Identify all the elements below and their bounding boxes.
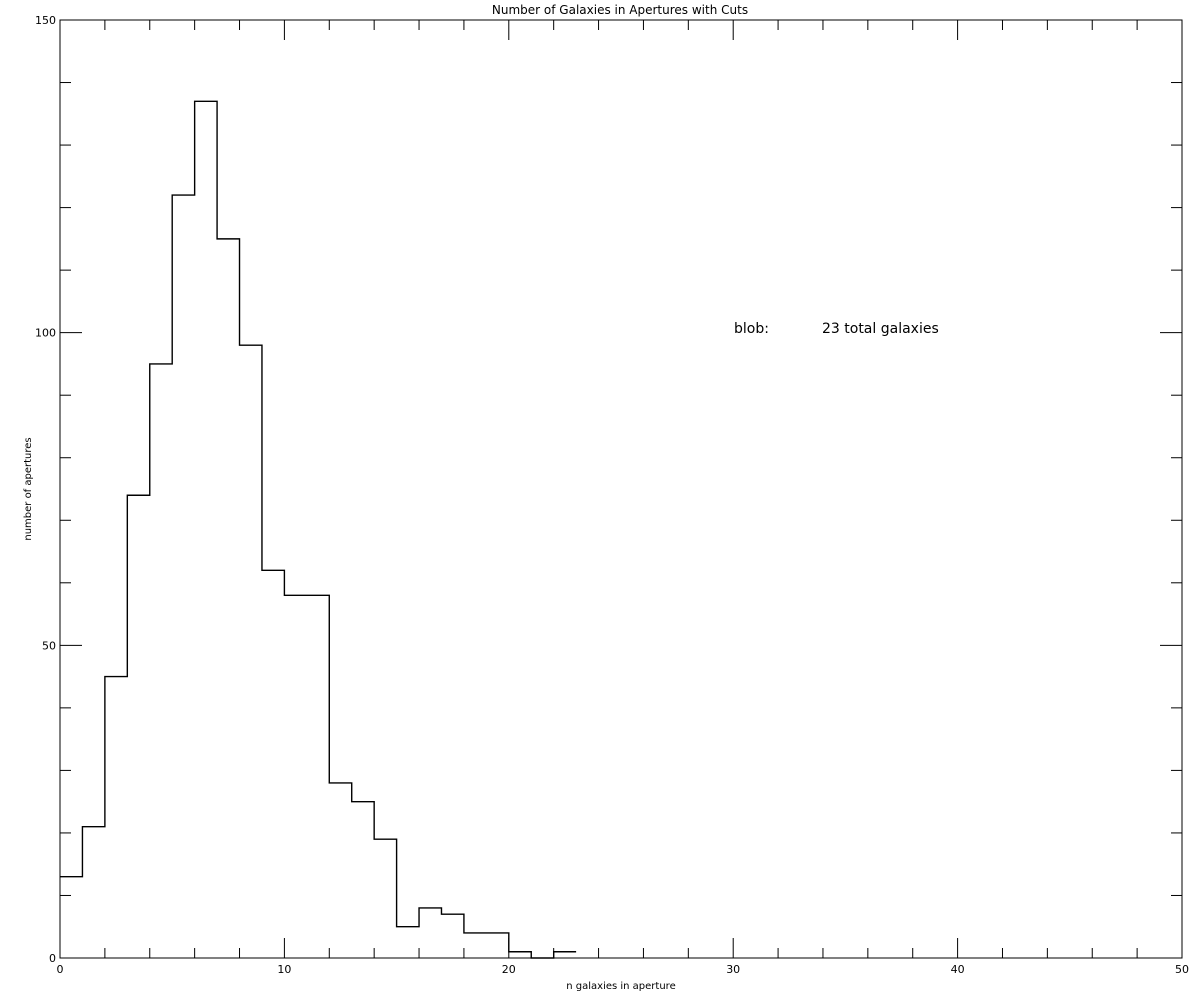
x-tick-label: 10 <box>277 963 291 976</box>
y-tick-label: 50 <box>42 639 56 652</box>
histogram-step-line <box>60 100 577 959</box>
plot-frame <box>59 19 1183 959</box>
y-tick-label: 0 <box>49 952 56 965</box>
x-tick-label: 40 <box>951 963 965 976</box>
annotation-value: 23 total galaxies <box>822 321 939 337</box>
y-tick-label: 100 <box>35 327 56 340</box>
x-tick-label: 0 <box>57 963 64 976</box>
y-tick-labels: 0 50 100 150 <box>35 14 56 965</box>
x-tick-labels: 0 10 20 30 40 50 <box>57 963 1190 976</box>
x-axis-label: n galaxies in aperture <box>566 981 675 992</box>
y-axis-label: number of apertures <box>23 437 34 540</box>
y-tick-label: 150 <box>35 14 56 27</box>
chart-title: Number of Galaxies in Apertures with Cut… <box>492 3 748 17</box>
x-tick-label: 50 <box>1175 963 1189 976</box>
x-tick-label: 20 <box>502 963 516 976</box>
annotation-label: blob: <box>734 321 769 337</box>
axis-ticks <box>59 19 1183 959</box>
x-tick-label: 30 <box>726 963 740 976</box>
